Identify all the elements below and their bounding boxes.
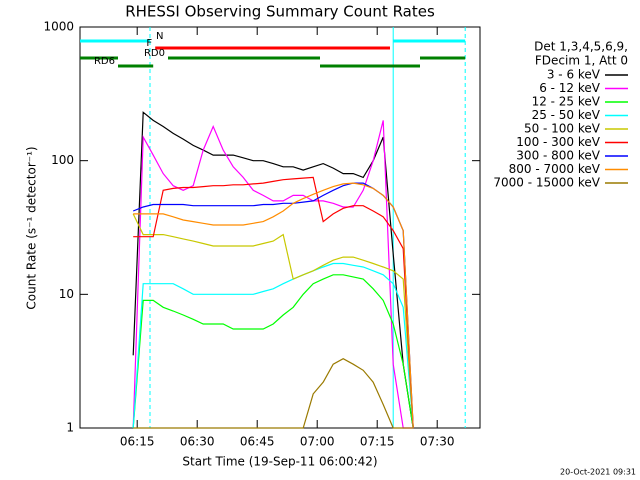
series-line <box>132 182 414 429</box>
legend-label: 800 - 7000 keV <box>509 162 601 176</box>
legend-label: 3 - 6 keV <box>547 68 601 82</box>
footer-date: 20-Oct-2021 09:31 <box>560 468 636 477</box>
x-tick-label: 07:00 <box>300 435 335 449</box>
legend-label: 300 - 800 keV <box>516 149 600 163</box>
series-line <box>133 358 414 429</box>
series-line <box>133 182 414 429</box>
legend-label: 6 - 12 keV <box>539 81 601 95</box>
legend-label: 25 - 50 keV <box>532 108 601 122</box>
y-tick-label: 1 <box>66 421 74 435</box>
y-tick-label: 100 <box>51 153 74 167</box>
x-tick-label: 07:15 <box>360 435 395 449</box>
x-tick-label: 07:30 <box>420 435 455 449</box>
legend-header: FDecim 1, Att 0 <box>535 54 628 68</box>
y-tick-label: 10 <box>59 287 74 301</box>
x-tick-label: 06:15 <box>120 435 155 449</box>
series-line <box>132 111 414 429</box>
y-axis-label: Count Rate (s⁻¹ detector⁻¹) <box>25 146 39 309</box>
series-line <box>132 274 414 429</box>
legend-label: 12 - 25 keV <box>532 95 601 109</box>
flag-label: RD6 <box>94 56 115 67</box>
series-line <box>133 176 414 429</box>
x-tick-label: 06:30 <box>180 435 215 449</box>
x-tick-label: 06:45 <box>240 435 275 449</box>
flag-label: RD0 <box>144 48 165 59</box>
legend-label: 7000 - 15000 keV <box>493 176 600 190</box>
series-line <box>132 262 414 429</box>
legend-label: 50 - 100 keV <box>524 122 601 136</box>
series-line <box>132 120 414 429</box>
legend-label: 100 - 300 keV <box>516 135 600 149</box>
series-line <box>132 213 414 429</box>
x-axis-label: Start Time (19-Sep-11 06:00:42) <box>182 455 377 469</box>
flag-label: N <box>156 31 163 42</box>
legend-header: Det 1,3,4,5,6,9, <box>534 40 628 54</box>
y-tick-label: 1000 <box>43 20 74 34</box>
chart-title: RHESSI Observing Summary Count Rates <box>125 3 435 21</box>
flag-label: F <box>146 38 152 49</box>
